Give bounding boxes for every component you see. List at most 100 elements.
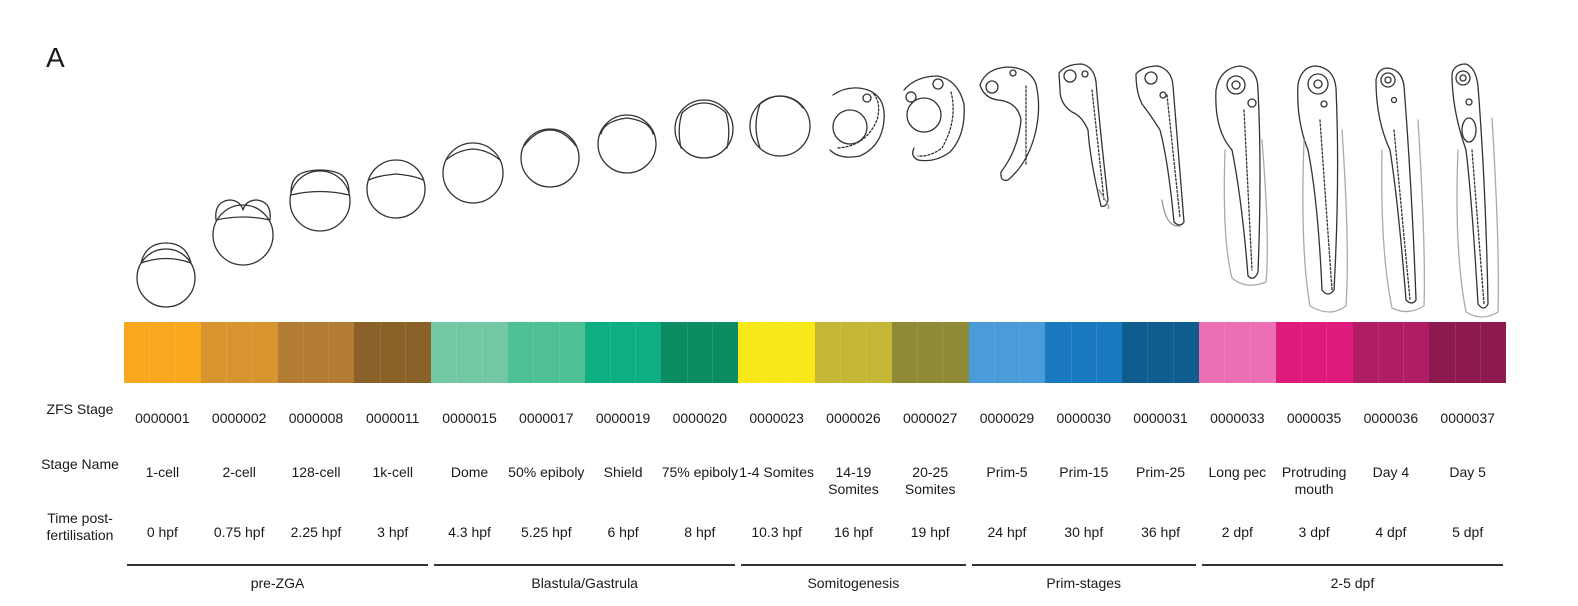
group-rule bbox=[741, 564, 966, 566]
stage-name-cell: 14-19 Somites bbox=[828, 464, 879, 497]
embryo-protruding-mouth bbox=[1297, 65, 1348, 313]
stage-swatch bbox=[661, 322, 739, 383]
group-label: Prim-stages bbox=[1046, 575, 1122, 591]
time-cell: 4 dpf bbox=[1375, 524, 1407, 540]
embryo-prim-25 bbox=[1135, 65, 1185, 227]
embryo-128-cell bbox=[289, 169, 351, 232]
stage-name-row: 1-cell 2-cell 128-cell 1k-cell Dome 50% epibo… bbox=[124, 464, 1506, 498]
zfs-stage-cell: 0000002 bbox=[211, 410, 267, 426]
embryo-14-19-somites bbox=[829, 87, 885, 158]
zfs-stage-cell: 0000001 bbox=[135, 410, 190, 426]
embryo-day-4 bbox=[1375, 67, 1426, 313]
embryo-75-epiboly bbox=[674, 99, 734, 159]
zfs-stage-cell: 0000026 bbox=[826, 410, 881, 426]
zfs-stage-cell: 0000036 bbox=[1363, 410, 1419, 426]
zfs-stage-cell: 0000015 bbox=[442, 410, 497, 426]
stage-group: Prim-stages bbox=[969, 564, 1199, 591]
stage-swatch bbox=[1275, 322, 1353, 383]
stage-swatch bbox=[354, 322, 432, 383]
stage-name-cell: Shield bbox=[603, 464, 643, 480]
group-label: Blastula/Gastrula bbox=[531, 575, 638, 591]
stage-name-cell: Prim-5 bbox=[986, 464, 1028, 480]
time-cell: 6 hpf bbox=[607, 524, 639, 540]
stage-group: Blastula/Gastrula bbox=[431, 564, 738, 591]
embryo-prim-5 bbox=[979, 66, 1040, 181]
time-cell: 0.75 hpf bbox=[213, 524, 265, 540]
stage-swatch bbox=[200, 322, 278, 383]
zfs-stage-cell: 0000027 bbox=[902, 410, 958, 426]
time-cell: 30 hpf bbox=[1064, 524, 1104, 540]
stage-swatch bbox=[1198, 322, 1276, 383]
stage-name-cell: Prim-15 bbox=[1059, 464, 1109, 480]
time-row: 0 hpf 0.75 hpf 2.25 hpf 3 hpf 4.3 hpf 5.25 hp… bbox=[124, 524, 1506, 541]
group-rule bbox=[971, 564, 1196, 566]
stage-name-cell: Day 5 bbox=[1449, 464, 1486, 480]
embryo-1-cell bbox=[136, 242, 196, 308]
stage-swatch bbox=[968, 322, 1046, 383]
row-label-time: Time post-fertilisation bbox=[46, 510, 114, 543]
stage-swatch bbox=[738, 322, 816, 383]
zfs-stage-cell: 0000023 bbox=[749, 410, 804, 426]
panel-label: A bbox=[46, 42, 65, 73]
embryo-prim-15 bbox=[1058, 63, 1110, 209]
time-cell: 19 hpf bbox=[910, 524, 950, 540]
zfs-stage-cell: 0000031 bbox=[1133, 410, 1188, 426]
stage-groups: pre-ZGA Blastula/Gastrula Somitogenesis Pri… bbox=[124, 564, 1506, 591]
zfs-stage-cell: 0000033 bbox=[1210, 410, 1265, 426]
zfs-stage-cell: 0000008 bbox=[288, 410, 344, 426]
group-rule bbox=[127, 564, 429, 566]
embryo-long-pec bbox=[1215, 65, 1268, 286]
time-cell: 3 hpf bbox=[377, 524, 409, 540]
embryo-2-cell bbox=[212, 199, 274, 266]
stage-swatch bbox=[277, 322, 355, 383]
stage-swatch bbox=[1352, 322, 1430, 383]
time-cell: 5 dpf bbox=[1452, 524, 1484, 540]
embryo-1k-cell bbox=[366, 159, 426, 219]
stage-name-cell: Protruding mouth bbox=[1281, 464, 1347, 497]
time-cell: 2 dpf bbox=[1221, 524, 1253, 540]
group-label: pre-ZGA bbox=[250, 575, 305, 591]
time-cell: 16 hpf bbox=[833, 524, 873, 540]
stage-group: pre-ZGA bbox=[124, 564, 431, 591]
stage-name-cell: 1-4 Somites bbox=[739, 464, 814, 480]
zfs-stage-cell: 0000035 bbox=[1286, 410, 1342, 426]
stage-name-cell: 50% epiboly bbox=[508, 464, 585, 480]
stage-swatch bbox=[1429, 322, 1507, 383]
stage-swatch bbox=[507, 322, 585, 383]
stage-swatch bbox=[891, 322, 969, 383]
time-cell: 24 hpf bbox=[987, 524, 1027, 540]
zfs-stage-cell: 0000019 bbox=[595, 410, 651, 426]
stage-name-cell: Long pec bbox=[1208, 464, 1267, 480]
embryo-1-4-somites bbox=[749, 95, 811, 157]
embryo-50-epiboly bbox=[520, 128, 580, 188]
embryo-illustrations bbox=[136, 63, 1500, 318]
stage-swatch bbox=[1045, 322, 1123, 383]
embryo-dome bbox=[442, 142, 504, 204]
stage-swatch bbox=[815, 322, 892, 383]
embryo-shield bbox=[597, 114, 657, 174]
zfs-stage-row: 0000001 0000002 0000008 0000011 0000015 00000… bbox=[124, 410, 1506, 427]
stage-group: Somitogenesis bbox=[738, 564, 968, 591]
zfs-stage-cell: 0000017 bbox=[519, 410, 574, 426]
stage-swatch bbox=[584, 322, 662, 383]
zfs-stage-cell: 0000020 bbox=[672, 410, 728, 426]
group-label: Somitogenesis bbox=[807, 575, 900, 591]
stage-swatch bbox=[1122, 322, 1199, 383]
embryo-20-25-somites bbox=[903, 75, 965, 162]
stage-swatch bbox=[431, 322, 508, 383]
stage-name-cell: Day 4 bbox=[1372, 464, 1410, 480]
zfs-stage-cell: 0000029 bbox=[979, 410, 1035, 426]
time-cell: 10.3 hpf bbox=[751, 524, 802, 540]
row-label-stage-name: Stage Name bbox=[41, 456, 119, 472]
zfs-stage-cell: 0000037 bbox=[1440, 410, 1495, 426]
stage-name-cell: 1k-cell bbox=[372, 464, 413, 480]
time-cell: 4.3 hpf bbox=[448, 524, 491, 540]
group-rule bbox=[434, 564, 736, 566]
time-cell: 0 hpf bbox=[146, 524, 178, 540]
zfs-stage-cell: 0000030 bbox=[1056, 410, 1112, 426]
stage-name-cell: 1-cell bbox=[145, 464, 180, 480]
stage-name-cell: 20-25 Somites bbox=[904, 464, 956, 497]
group-rule bbox=[1201, 564, 1503, 566]
embryo-day-5 bbox=[1451, 63, 1500, 318]
stage-name-cell: 2-cell bbox=[222, 464, 256, 480]
